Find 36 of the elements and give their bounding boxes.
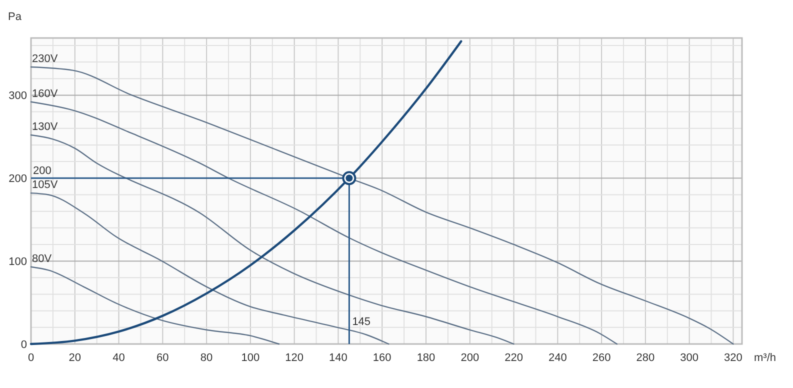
y-axis-title: Pa: [8, 11, 22, 23]
x-tick-label: 200: [460, 352, 480, 364]
ref-line-label: 145: [352, 316, 371, 328]
x-tick-label: 60: [156, 352, 169, 364]
y-tick-label: 100: [8, 256, 27, 268]
series-label: 230V: [32, 53, 58, 66]
series-label: 130V: [32, 121, 58, 134]
y-tick-label: 300: [8, 90, 27, 102]
x-tick-label: 100: [241, 352, 260, 364]
x-tick-label: 320: [724, 352, 742, 364]
series-label: 80V: [32, 252, 52, 265]
line-series: [30, 192, 390, 345]
x-axis-title: m³/h: [754, 352, 776, 364]
x-tick-label: 160: [372, 352, 392, 364]
x-tick-label: 300: [680, 352, 699, 364]
x-tick-label: 220: [504, 352, 523, 364]
line-series: [30, 134, 514, 345]
x-tick-label: 280: [636, 352, 655, 364]
x-tick-label: 260: [592, 352, 611, 364]
ref-line-label: 200: [33, 165, 52, 178]
x-tick-label: 40: [112, 352, 125, 364]
y-tick-label: 200: [8, 173, 27, 186]
x-tick-label: 80: [200, 352, 213, 364]
series-label: 105V: [32, 179, 58, 192]
x-tick-label: 20: [68, 352, 82, 364]
line-series: [30, 266, 280, 345]
x-tick-label: 140: [329, 352, 348, 364]
line-series: [30, 40, 462, 346]
x-tick-label: 0: [28, 352, 34, 364]
line-series: [30, 101, 618, 345]
x-tick-label: 120: [285, 352, 304, 364]
series-label: 160V: [32, 88, 58, 100]
x-tick-label: 240: [548, 352, 567, 364]
line-series: [30, 66, 734, 345]
y-tick-label: 0: [20, 339, 27, 351]
x-tick-label: 180: [416, 352, 436, 364]
